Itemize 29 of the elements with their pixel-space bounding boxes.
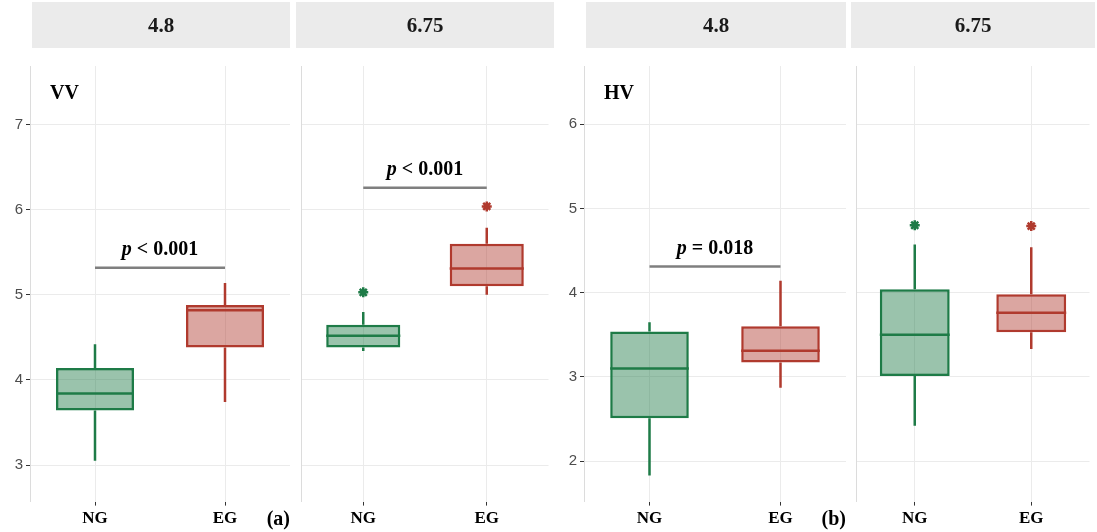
x-tick-label: NG — [350, 508, 376, 528]
chart-title: 6.75 — [851, 2, 1095, 48]
y-tick-label: 5 — [568, 198, 577, 216]
y-tick-label: 2 — [568, 451, 577, 469]
x-tick-label: NG — [636, 508, 663, 528]
y-tick-label: 5 — [14, 285, 23, 302]
y-tick-label: 7 — [14, 114, 23, 132]
y-tick-label: 4 — [14, 370, 23, 388]
annotation: p = 0.018 — [674, 235, 754, 259]
chart-title: 4.8 — [32, 2, 290, 48]
y-tick-label: 3 — [568, 367, 577, 385]
x-tick-label: NG — [82, 508, 108, 528]
chart-title: 4.8 — [586, 2, 846, 48]
y-tick-label: 3 — [14, 455, 23, 473]
annotation: p < 0.001 — [384, 156, 464, 180]
x-tick-label: EG — [212, 508, 238, 528]
chart-title: 6.75 — [296, 2, 554, 48]
y-tick-label: 6 — [14, 199, 23, 217]
x-tick-label: EG — [768, 508, 793, 528]
x-tick-label: NG — [902, 508, 928, 528]
x-tick-label: EG — [474, 508, 500, 528]
y-tick-label: 4 — [568, 282, 577, 300]
text: (a) — [266, 507, 290, 531]
annotation: HV — [604, 81, 635, 104]
x-tick-label: EG — [1018, 508, 1044, 528]
annotation: VV — [50, 81, 80, 104]
y-tick-label: 6 — [568, 114, 577, 132]
text: (b) — [821, 507, 846, 531]
annotation: p < 0.001 — [119, 236, 199, 260]
